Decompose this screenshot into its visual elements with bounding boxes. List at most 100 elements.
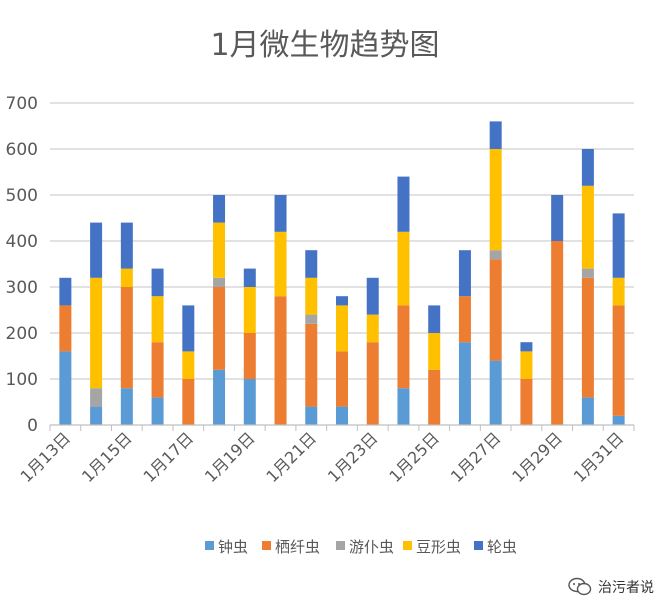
legend-swatch: [336, 541, 345, 550]
bar-segment: [305, 277, 318, 315]
bar-segment: [90, 222, 103, 278]
bar-segment: [213, 369, 226, 425]
y-tick-label: 0: [27, 416, 38, 436]
y-tick-label: 600: [6, 140, 38, 160]
x-axis: 1月13日 1月15日 1月17日 1月19日 1月21日 1月23日 1月25日 1月27日…: [17, 424, 635, 486]
bar-segment: [59, 305, 72, 352]
bar-segment: [428, 369, 441, 425]
gridlines: [50, 102, 634, 380]
legend-label: 栖纤虫: [275, 538, 320, 556]
bar-segment: [305, 250, 318, 278]
bar-segment: [551, 241, 564, 425]
bar-segment: [274, 195, 287, 232]
x-tick-label: 1月15日: [78, 428, 136, 486]
bar-segment: [151, 268, 164, 297]
bar-segment: [581, 268, 594, 278]
bar-segment: [336, 406, 348, 425]
bar-segment: [458, 250, 471, 297]
x-tick-label: 1月31日: [570, 428, 628, 486]
bar-segment: [612, 415, 625, 425]
bar-segment: [397, 231, 410, 306]
legend: 钟虫 栖纤虫 游仆虫 豆形虫 轮虫: [205, 538, 517, 556]
x-tick-label: 1月23日: [324, 428, 382, 486]
bar-segment: [243, 268, 256, 287]
bar-segment: [59, 351, 72, 425]
bar-segment: [243, 333, 256, 379]
bar-segment: [581, 397, 594, 425]
bar-segment: [305, 314, 318, 324]
bar-segment: [151, 296, 164, 343]
bar-segment: [489, 121, 502, 149]
legend-swatch: [403, 541, 412, 550]
bar-segment: [90, 406, 103, 425]
bar-segment: [551, 195, 564, 241]
bar-segment: [182, 351, 195, 379]
wechat-icon: [568, 577, 592, 596]
bar-segment: [336, 296, 348, 306]
bar-segment: [213, 287, 226, 370]
x-tick-label: 1月25日: [385, 428, 443, 486]
bar-segment: [274, 296, 287, 425]
bar-segment: [428, 305, 441, 333]
legend-swatch: [205, 541, 214, 550]
bar-segment: [120, 388, 133, 425]
bars: [59, 121, 625, 425]
legend-label: 轮虫: [487, 538, 517, 556]
bar-segment: [612, 277, 625, 306]
watermark-text: 治污者说: [598, 580, 654, 596]
bar-segment: [458, 342, 471, 425]
bar-segment: [428, 333, 441, 370]
bar-segment: [120, 222, 133, 269]
bar-segment: [581, 149, 594, 186]
bar-segment: [581, 277, 594, 398]
y-tick-label: 500: [6, 186, 38, 206]
bar-segment: [336, 305, 348, 352]
bar-segment: [305, 406, 318, 425]
legend-swatch: [262, 541, 271, 550]
bar-segment: [366, 277, 379, 315]
bar-segment: [520, 342, 533, 352]
bar-segment: [612, 305, 625, 416]
bar-segment: [458, 296, 471, 343]
x-tick-label: 1月21日: [262, 428, 320, 486]
x-tick-label: 1月29日: [508, 428, 566, 486]
x-tick-label: 1月27日: [447, 428, 505, 486]
x-tick-label: 1月13日: [17, 428, 75, 486]
bar-segment: [520, 351, 533, 379]
legend-label: 钟虫: [218, 538, 248, 556]
bar-segment: [489, 250, 502, 260]
y-tick-label: 400: [6, 232, 38, 252]
bar-segment: [489, 149, 502, 251]
bar-segment: [120, 287, 133, 389]
y-tick-label: 100: [6, 370, 38, 390]
bar-segment: [612, 213, 625, 278]
bar-segment: [213, 195, 226, 223]
y-tick-label: 200: [6, 324, 38, 344]
bar-segment: [274, 231, 287, 297]
bar-segment: [151, 397, 164, 425]
bar-segment: [213, 222, 226, 278]
bar-segment: [366, 314, 379, 343]
bar-segment: [243, 287, 256, 333]
bar-segment: [90, 388, 103, 407]
bar-segment: [243, 379, 256, 425]
bar-segment: [489, 259, 502, 361]
y-tick-label: 700: [6, 94, 38, 114]
bar-segment: [90, 277, 103, 389]
bar-segment: [151, 342, 164, 398]
bar-segment: [581, 185, 594, 269]
bar-segment: [489, 360, 502, 425]
bar-segment: [120, 268, 133, 287]
bar-segment: [397, 388, 410, 425]
chart-title: 1月微生物趋势图: [210, 28, 439, 63]
x-tick-label: 1月19日: [201, 428, 259, 486]
bar-segment: [397, 176, 410, 232]
legend-label: 游仆虫: [349, 538, 394, 556]
watermark: 治污者说: [568, 577, 654, 597]
bar-segment: [305, 323, 318, 407]
legend-label: 豆形虫: [416, 538, 461, 556]
bar-segment: [182, 305, 195, 352]
y-tick-label: 300: [6, 278, 38, 298]
bar-segment: [366, 342, 379, 425]
